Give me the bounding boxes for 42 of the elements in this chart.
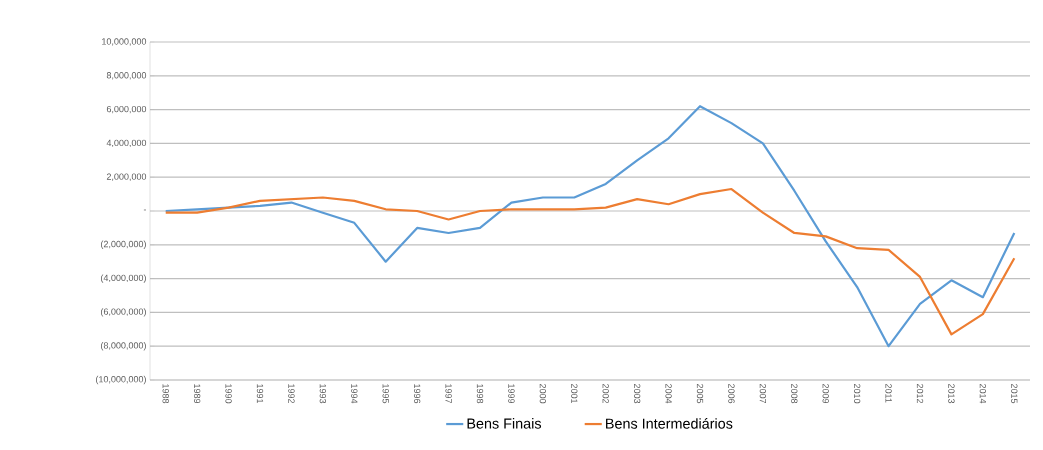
x-tick-label: 2003: [633, 383, 641, 404]
x-tick-label: 2000: [539, 383, 547, 404]
x-tick-label: 2008: [791, 383, 798, 404]
x-tick-label: 2005: [696, 383, 704, 404]
y-tick-label: -: [143, 209, 147, 211]
x-tick-label: 2014: [979, 383, 987, 404]
y-tick-label: (10,000,000): [96, 375, 146, 385]
x-tick-label: 1998: [476, 384, 484, 404]
x-tick-label: 1997: [445, 384, 452, 404]
x-tick-label: 2007: [759, 383, 767, 404]
y-tick-label: 4,000,000: [106, 139, 147, 148]
legend-label: Bens Intermediários: [606, 418, 733, 429]
x-tick-label: 1990: [225, 384, 232, 404]
x-tick-label: 1995: [382, 384, 389, 404]
x-tick-label: 2006: [728, 383, 735, 404]
x-tick-label: 2009: [822, 383, 829, 404]
x-tick-label: 2001: [571, 383, 578, 404]
x-tick-label: 2010: [853, 383, 861, 404]
y-tick-label: 8,000,000: [106, 72, 147, 80]
x-tick-label: 1996: [413, 384, 421, 404]
y-tick-label: 10,000,000: [102, 38, 147, 46]
x-tick-label: 1994: [351, 384, 358, 404]
x-tick-label: 1999: [508, 384, 515, 404]
x-tick-label: 1992: [288, 384, 295, 404]
y-tick-label: (6,000,000): [101, 308, 146, 317]
x-tick-label: 2002: [602, 383, 609, 404]
x-tick-label: 2012: [916, 383, 924, 404]
line-series: [164, 105, 1016, 348]
y-tick-label: 2,000,000: [106, 173, 147, 181]
x-tick-label: 2011: [885, 383, 892, 403]
x-tick-label: 1993: [319, 384, 327, 404]
x-tick-label: 2004: [665, 383, 672, 404]
x-tick-label: 2015: [1011, 383, 1018, 404]
x-tick-label: 2013: [948, 383, 955, 404]
y-tick-label: (8,000,000): [101, 342, 146, 351]
y-tick-label: 6,000,000: [106, 105, 147, 114]
legend-label: Bens Finais: [467, 418, 542, 429]
x-tick-label: 1988: [162, 384, 169, 404]
y-tick-label: (4,000,000): [101, 274, 146, 283]
x-tick-label: 1989: [193, 384, 201, 404]
y-tick-label: (2,000,000): [101, 240, 146, 249]
x-tick-label: 1991: [256, 384, 264, 404]
